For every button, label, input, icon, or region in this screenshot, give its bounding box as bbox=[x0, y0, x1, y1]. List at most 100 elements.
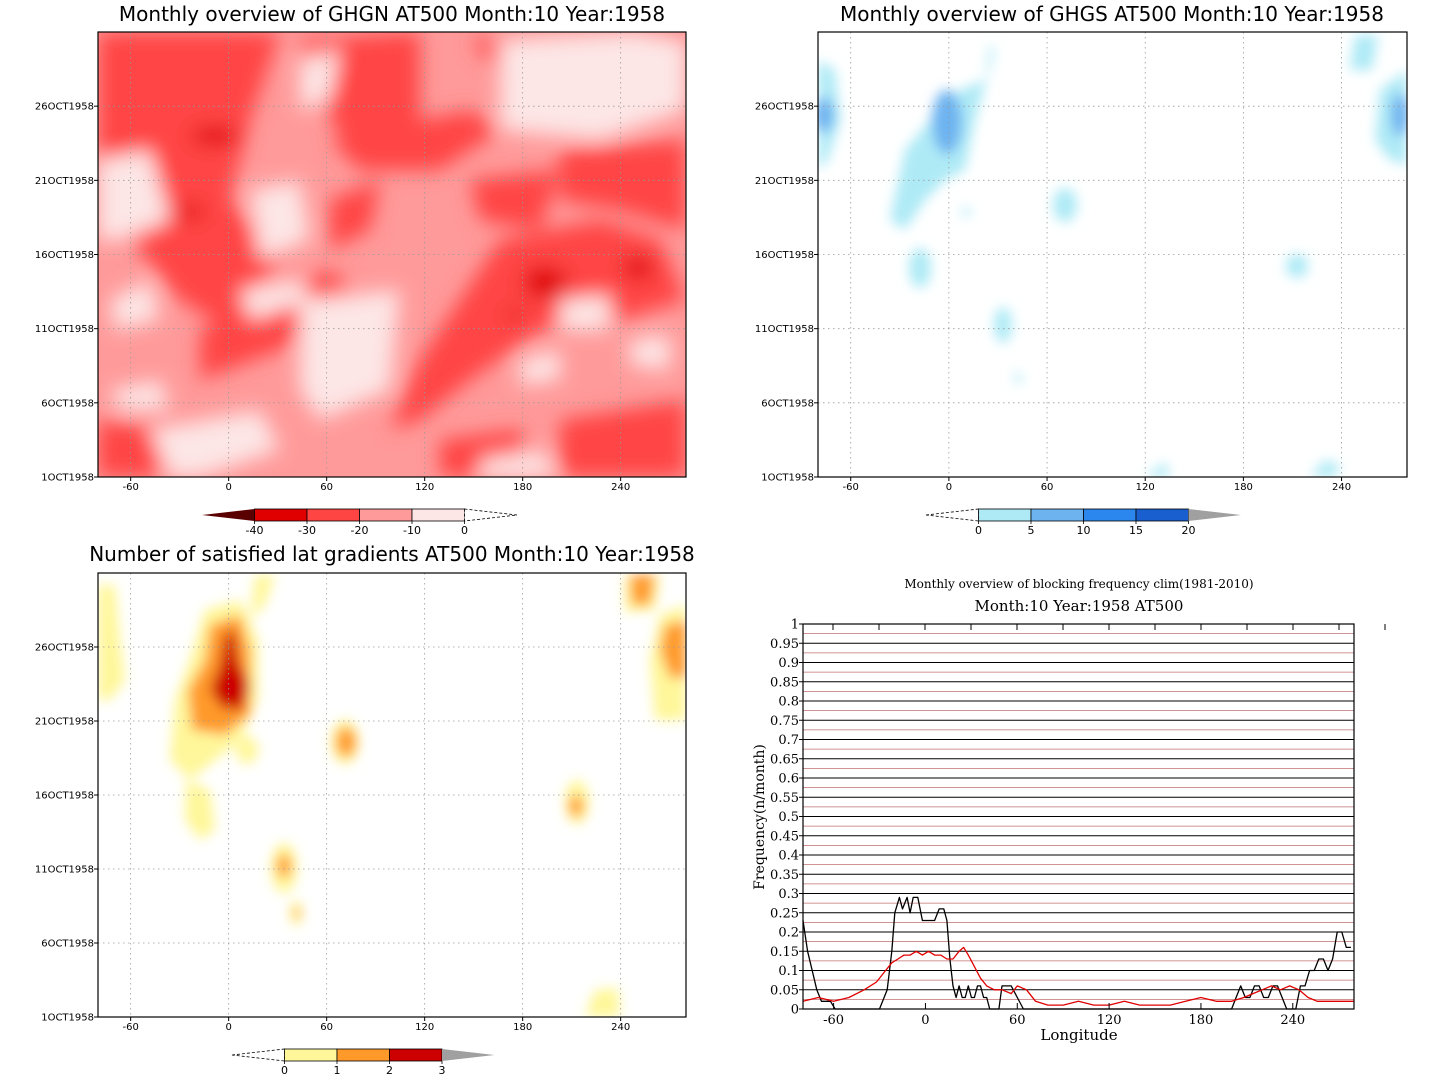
frequency-ylabel: Frequency(n/month) bbox=[752, 744, 768, 890]
x-tick-label: 60 bbox=[1041, 482, 1054, 493]
y-tick-label: 0.35 bbox=[770, 868, 799, 883]
x-tick-label: 0 bbox=[921, 1013, 929, 1028]
x-tick-label: 0 bbox=[946, 482, 952, 493]
ghgs-field bbox=[818, 32, 1407, 477]
frequency-series bbox=[802, 896, 1354, 1010]
colorbar-bin bbox=[1188, 509, 1241, 521]
y-tick-label: 0.8 bbox=[778, 695, 799, 710]
y-tick-label: 0 bbox=[791, 1003, 799, 1018]
y-tick-label: 1OCT1958 bbox=[761, 473, 814, 484]
colorbar-bin bbox=[978, 508, 1032, 522]
x-tick-label: 240 bbox=[611, 1022, 630, 1033]
y-tick-label: 0.1 bbox=[778, 964, 799, 979]
x-tick-label: 0 bbox=[225, 482, 231, 493]
colorbar-bin bbox=[1083, 508, 1137, 522]
x-tick-label: 240 bbox=[1332, 482, 1351, 493]
x-tick-label: 60 bbox=[320, 1022, 333, 1033]
panel-blocking-frequency: Monthly overview of blocking frequency c… bbox=[752, 577, 1386, 1044]
y-tick-label: 26OCT1958 bbox=[755, 102, 814, 113]
colorbar-bin bbox=[231, 1048, 285, 1062]
y-tick-label: 0.65 bbox=[770, 752, 799, 767]
ghgn-colorbar: -40 -30 -20 -10 0 bbox=[202, 508, 518, 537]
gradients-colorbar: 0 1 2 3 bbox=[231, 1048, 495, 1077]
colorbar-bin bbox=[925, 508, 979, 522]
colorbar-bin bbox=[411, 508, 465, 522]
ghgs-colorbar: 0 5 10 15 20 bbox=[925, 508, 1241, 537]
series-line-black bbox=[802, 896, 1351, 1010]
colorbar-label: 15 bbox=[1129, 524, 1143, 537]
y-tick-label: 26OCT1958 bbox=[35, 102, 94, 113]
colorbar-label: -20 bbox=[351, 524, 369, 537]
x-tick-label: 120 bbox=[415, 482, 434, 493]
colorbar-label: 0 bbox=[281, 1064, 288, 1077]
colorbar-label: 0 bbox=[461, 524, 468, 537]
colorbar-bin bbox=[336, 1048, 390, 1062]
y-tick-label: 6OCT1958 bbox=[41, 398, 94, 409]
x-tick-label: 120 bbox=[415, 1022, 434, 1033]
y-tick-label: 16OCT1958 bbox=[35, 250, 94, 261]
y-tick-label: 0.7 bbox=[778, 733, 799, 748]
x-tick-label: 180 bbox=[1189, 1013, 1214, 1028]
colorbar-bin bbox=[442, 1049, 495, 1061]
y-tick-label: 6OCT1958 bbox=[41, 939, 94, 950]
x-tick-label: 180 bbox=[1234, 482, 1253, 493]
x-tick-label: -60 bbox=[122, 482, 138, 493]
y-tick-label: 0.45 bbox=[770, 829, 799, 844]
panel-ghgs: Monthly overview of GHGS AT500 Month:10 … bbox=[755, 2, 1408, 537]
y-tick-label: 0.6 bbox=[778, 772, 799, 787]
colorbar-bin bbox=[1135, 508, 1189, 522]
y-tick-label: 11OCT1958 bbox=[755, 324, 814, 335]
colorbar-bin bbox=[202, 509, 255, 521]
x-tick-label: -60 bbox=[122, 1022, 138, 1033]
colorbar-label: 10 bbox=[1077, 524, 1091, 537]
ghgs-title: Monthly overview of GHGS AT500 Month:10 … bbox=[840, 2, 1384, 26]
colorbar-label: 3 bbox=[439, 1064, 446, 1077]
x-tick-label: 60 bbox=[320, 482, 333, 493]
frequency-xlabel: Longitude bbox=[1040, 1026, 1117, 1044]
x-tick-label: 180 bbox=[513, 1022, 532, 1033]
x-tick-label: 240 bbox=[1280, 1013, 1305, 1028]
y-tick-label: 16OCT1958 bbox=[755, 250, 814, 261]
y-tick-label: 0.25 bbox=[770, 906, 799, 921]
y-tick-label: 0.15 bbox=[770, 945, 799, 960]
y-tick-label: 0.5 bbox=[778, 810, 799, 825]
x-tick-label: 120 bbox=[1097, 1013, 1122, 1028]
x-tick-label: 0 bbox=[225, 1022, 231, 1033]
panel-gradients: Number of satisfied lat gradients AT500 … bbox=[35, 542, 695, 1077]
x-tick-label: -60 bbox=[843, 482, 859, 493]
y-tick-label: 1OCT1958 bbox=[41, 1013, 94, 1024]
frequency-title: Monthly overview of blocking frequency c… bbox=[904, 577, 1253, 591]
colorbar-label: 20 bbox=[1182, 524, 1196, 537]
y-tick-label: 0.85 bbox=[770, 675, 799, 690]
x-tick-label: 120 bbox=[1136, 482, 1155, 493]
y-tick-label: 1 bbox=[791, 618, 799, 633]
series-line-red bbox=[802, 946, 1354, 1006]
y-tick-label: 6OCT1958 bbox=[761, 398, 814, 409]
colorbar-label: 5 bbox=[1028, 524, 1035, 537]
y-tick-label: 26OCT1958 bbox=[35, 643, 94, 654]
colorbar-label: -10 bbox=[403, 524, 421, 537]
x-tick-label: 180 bbox=[513, 482, 532, 493]
colorbar-label: 1 bbox=[334, 1064, 341, 1077]
y-tick-label: 21OCT1958 bbox=[35, 176, 94, 187]
y-tick-label: 1OCT1958 bbox=[41, 473, 94, 484]
gradients-title: Number of satisfied lat gradients AT500 … bbox=[89, 542, 695, 566]
colorbar-bin bbox=[1030, 508, 1084, 522]
colorbar-label: 0 bbox=[975, 524, 982, 537]
y-tick-label: 0.3 bbox=[778, 887, 799, 902]
y-tick-label: 11OCT1958 bbox=[35, 865, 94, 876]
y-tick-label: 0.55 bbox=[770, 791, 799, 806]
x-tick-label: -60 bbox=[823, 1013, 844, 1028]
colorbar-label: -40 bbox=[246, 524, 264, 537]
y-tick-label: 0.9 bbox=[778, 656, 799, 671]
ghgn-field bbox=[98, 32, 686, 477]
colorbar-bin bbox=[389, 1048, 443, 1062]
gradients-field bbox=[98, 573, 686, 1017]
colorbar-bin bbox=[306, 508, 360, 522]
x-tick-label: 60 bbox=[1009, 1013, 1026, 1028]
y-tick-label: 0.4 bbox=[778, 849, 799, 864]
y-tick-label: 11OCT1958 bbox=[35, 324, 94, 335]
y-tick-label: 0.2 bbox=[778, 926, 799, 941]
y-tick-label: 21OCT1958 bbox=[35, 717, 94, 728]
